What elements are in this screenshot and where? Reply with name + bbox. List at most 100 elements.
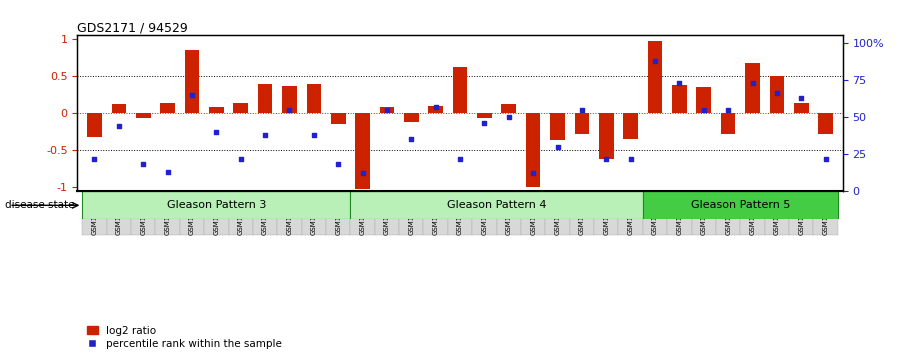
Point	[648, 58, 662, 63]
Bar	[209, 107, 224, 113]
Point	[453, 156, 467, 161]
Bar	[185, 50, 200, 113]
Point	[404, 136, 418, 142]
Point	[258, 132, 272, 138]
FancyBboxPatch shape	[691, 191, 716, 235]
FancyBboxPatch shape	[179, 191, 204, 235]
Legend: log2 ratio, percentile rank within the sample: log2 ratio, percentile rank within the s…	[87, 326, 281, 349]
FancyBboxPatch shape	[399, 191, 424, 235]
FancyBboxPatch shape	[546, 191, 569, 235]
FancyBboxPatch shape	[229, 191, 253, 235]
Bar	[111, 104, 127, 113]
FancyBboxPatch shape	[643, 191, 667, 235]
Bar	[331, 113, 345, 124]
Bar	[87, 113, 102, 137]
Point	[380, 107, 394, 113]
Bar	[501, 104, 517, 113]
Bar	[696, 87, 711, 113]
FancyBboxPatch shape	[619, 191, 643, 235]
FancyBboxPatch shape	[107, 191, 131, 235]
Bar	[550, 113, 565, 140]
Text: disease state: disease state	[5, 200, 74, 210]
Bar	[428, 106, 443, 113]
Bar	[599, 113, 614, 159]
Bar	[306, 84, 322, 113]
Bar	[672, 85, 687, 113]
Text: Gleason Pattern 5: Gleason Pattern 5	[691, 200, 790, 210]
Point	[721, 107, 735, 113]
Point	[111, 123, 126, 129]
Point	[282, 107, 297, 113]
Point	[185, 92, 200, 98]
Bar	[793, 103, 809, 113]
Bar	[623, 113, 638, 139]
Point	[794, 95, 809, 101]
Bar	[648, 41, 662, 113]
Point	[745, 80, 760, 86]
Bar	[136, 113, 150, 118]
FancyBboxPatch shape	[521, 191, 546, 235]
Bar	[770, 76, 784, 113]
FancyBboxPatch shape	[667, 191, 691, 235]
Bar	[575, 113, 589, 134]
Point	[502, 114, 517, 120]
FancyBboxPatch shape	[448, 191, 472, 235]
Bar	[355, 113, 370, 189]
FancyBboxPatch shape	[326, 191, 351, 235]
Bar	[282, 86, 297, 113]
Point	[331, 162, 345, 167]
Point	[160, 169, 175, 175]
FancyBboxPatch shape	[716, 191, 741, 235]
Point	[428, 104, 443, 109]
Text: Gleason Pattern 3: Gleason Pattern 3	[167, 200, 266, 210]
FancyBboxPatch shape	[374, 191, 399, 235]
Point	[550, 144, 565, 149]
Point	[623, 156, 638, 161]
Point	[818, 156, 833, 161]
FancyBboxPatch shape	[253, 191, 277, 235]
Point	[355, 171, 370, 176]
FancyBboxPatch shape	[764, 191, 789, 235]
Bar	[745, 63, 760, 113]
Bar	[721, 113, 735, 134]
Point	[599, 156, 614, 161]
Bar	[82, 191, 351, 219]
Point	[136, 162, 150, 167]
Bar	[453, 67, 467, 113]
Bar	[233, 103, 248, 113]
Point	[672, 80, 687, 86]
FancyBboxPatch shape	[204, 191, 229, 235]
FancyBboxPatch shape	[472, 191, 496, 235]
Bar	[160, 103, 175, 113]
FancyBboxPatch shape	[496, 191, 521, 235]
FancyBboxPatch shape	[82, 191, 107, 235]
Bar	[526, 113, 540, 188]
Point	[209, 129, 223, 135]
Text: Gleason Pattern 4: Gleason Pattern 4	[447, 200, 547, 210]
FancyBboxPatch shape	[569, 191, 594, 235]
Point	[770, 90, 784, 96]
Point	[526, 171, 540, 176]
Point	[697, 107, 711, 113]
FancyBboxPatch shape	[789, 191, 814, 235]
Point	[233, 156, 248, 161]
Bar	[818, 113, 833, 134]
Bar	[380, 107, 394, 113]
Bar	[351, 191, 643, 219]
FancyBboxPatch shape	[131, 191, 156, 235]
FancyBboxPatch shape	[814, 191, 838, 235]
Point	[575, 107, 589, 113]
Bar	[477, 113, 492, 119]
FancyBboxPatch shape	[277, 191, 302, 235]
FancyBboxPatch shape	[741, 191, 764, 235]
FancyBboxPatch shape	[302, 191, 326, 235]
FancyBboxPatch shape	[156, 191, 179, 235]
Bar	[258, 84, 272, 113]
Bar	[643, 191, 838, 219]
FancyBboxPatch shape	[351, 191, 374, 235]
Bar	[404, 113, 419, 122]
Text: GDS2171 / 94529: GDS2171 / 94529	[77, 21, 189, 34]
FancyBboxPatch shape	[424, 191, 448, 235]
FancyBboxPatch shape	[594, 191, 619, 235]
Point	[87, 156, 102, 161]
